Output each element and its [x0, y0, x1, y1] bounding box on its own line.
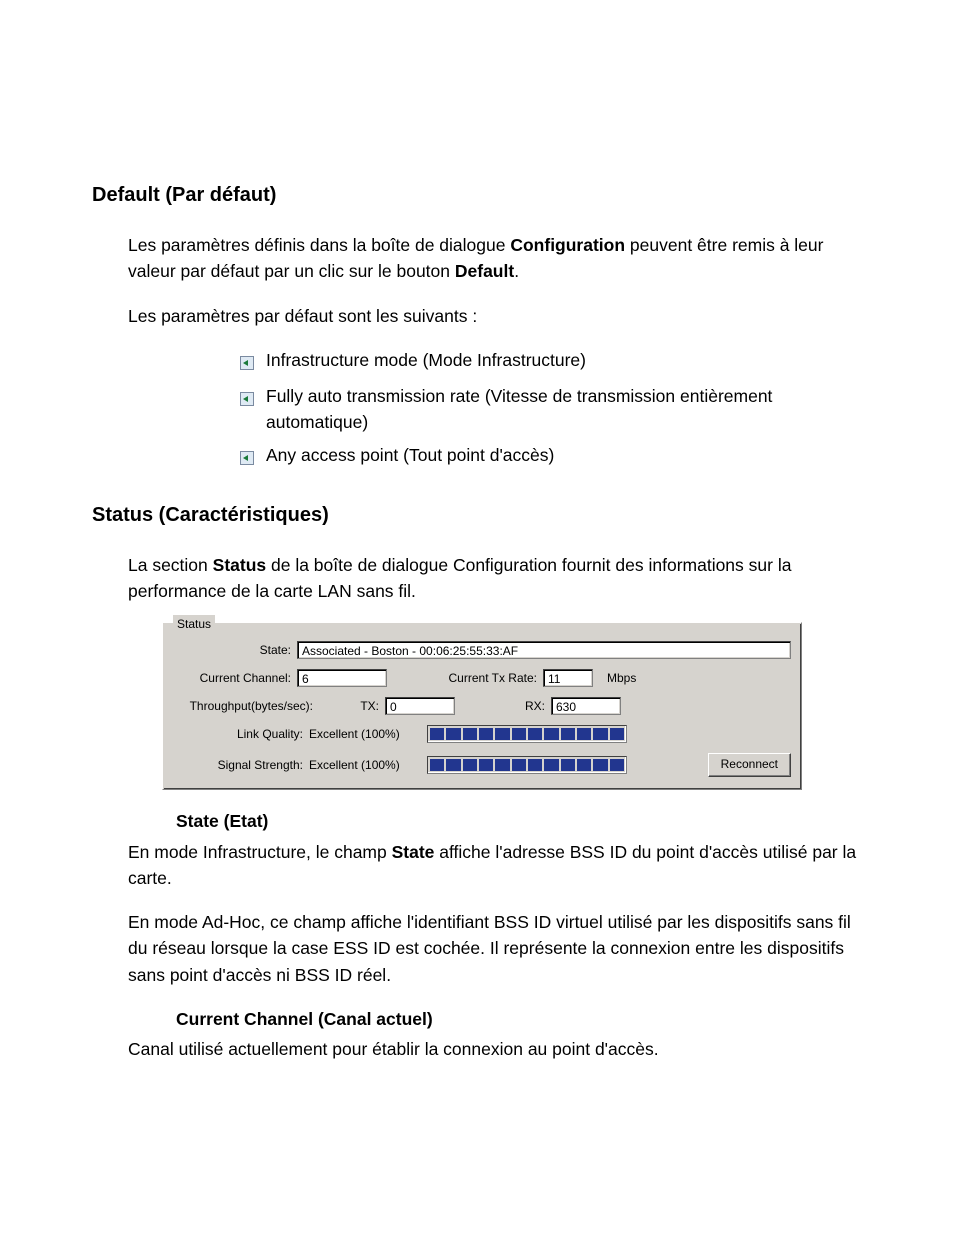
status-panel-wrap: Status State: Associated - Boston - 00:0… — [162, 622, 862, 790]
bar-segment — [528, 728, 542, 740]
label-current-channel: Current Channel: — [173, 669, 297, 687]
state-paragraph-2: En mode Ad-Hoc, ce champ affiche l'ident… — [128, 909, 862, 988]
bar-segment — [479, 759, 493, 771]
bar-link-quality — [427, 725, 627, 743]
bar-segment — [512, 759, 526, 771]
bar-segment — [479, 728, 493, 740]
bullet-icon — [240, 446, 254, 472]
bar-segment — [446, 759, 460, 771]
default-paragraph-1: Les paramètres définis dans la boîte de … — [128, 232, 862, 285]
status-paragraph-1: La section Status de la boîte de dialogu… — [128, 552, 862, 605]
bar-segment — [593, 759, 607, 771]
bold-state: State — [392, 842, 435, 862]
bold-default: Default — [455, 261, 514, 281]
bar-segment — [430, 759, 444, 771]
bar-segment — [593, 728, 607, 740]
value-state: Associated - Boston - 00:06:25:55:33:AF — [297, 641, 791, 659]
bar-segment — [528, 759, 542, 771]
bar-segment — [430, 728, 444, 740]
text: La section — [128, 555, 213, 575]
list-item: Infrastructure mode (Mode Infrastructure… — [240, 347, 862, 377]
value-link-quality: Excellent (100%) — [309, 725, 419, 743]
bar-signal-strength — [427, 756, 627, 774]
value-signal-strength: Excellent (100%) — [309, 756, 419, 774]
list-item: Fully auto transmission rate (Vitesse de… — [240, 383, 862, 436]
label-signal-strength: Signal Strength: — [173, 756, 309, 774]
text: . — [514, 261, 519, 281]
row-state: State: Associated - Boston - 00:06:25:55… — [173, 641, 791, 659]
label-state: State: — [173, 641, 297, 659]
label-current-tx-rate: Current Tx Rate: — [387, 669, 543, 687]
value-current-channel: 6 — [297, 669, 387, 687]
bar-segment — [610, 728, 624, 740]
label-tx: TX: — [319, 697, 385, 715]
status-panel-legend: Status — [173, 615, 215, 633]
bold-configuration: Configuration — [510, 235, 625, 255]
bar-segment — [512, 728, 526, 740]
bar-segment — [561, 759, 575, 771]
row-link-quality: Link Quality: Excellent (100%) — [173, 725, 791, 743]
bar-segment — [610, 759, 624, 771]
label-mbps: Mbps — [593, 669, 636, 687]
state-paragraph-1: En mode Infrastructure, le champ State a… — [128, 839, 862, 892]
bar-segment — [544, 759, 558, 771]
bullet-icon — [240, 387, 254, 413]
value-rx: 630 — [551, 697, 621, 715]
value-current-tx-rate: 11 — [543, 669, 593, 687]
bullet-text: Fully auto transmission rate (Vitesse de… — [266, 383, 862, 436]
bar-segment — [544, 728, 558, 740]
bar-segment — [463, 728, 477, 740]
bar-segment — [495, 728, 509, 740]
bar-segment — [463, 759, 477, 771]
section-default-heading: Default (Par défaut) — [92, 180, 862, 210]
section-status-heading: Status (Caractéristiques) — [92, 500, 862, 530]
default-paragraph-2: Les paramètres par défaut sont les suiva… — [128, 303, 862, 329]
bar-segment — [577, 759, 591, 771]
bullet-icon — [240, 351, 254, 377]
list-item: Any access point (Tout point d'accès) — [240, 442, 862, 472]
text: Les paramètres définis dans la boîte de … — [128, 235, 510, 255]
label-throughput: Throughput(bytes/sec): — [173, 697, 319, 715]
bold-status: Status — [213, 555, 266, 575]
bar-segment — [495, 759, 509, 771]
bar-segment — [561, 728, 575, 740]
label-link-quality: Link Quality: — [173, 725, 309, 743]
current-channel-paragraph: Canal utilisé actuellement pour établir … — [128, 1036, 862, 1062]
bullet-text: Infrastructure mode (Mode Infrastructure… — [266, 347, 862, 373]
label-rx: RX: — [455, 697, 551, 715]
reconnect-button[interactable]: Reconnect — [708, 753, 791, 777]
row-channel-txrate: Current Channel: 6 Current Tx Rate: 11 M… — [173, 669, 791, 687]
bar-segment — [577, 728, 591, 740]
value-tx: 0 — [385, 697, 455, 715]
status-panel: Status State: Associated - Boston - 00:0… — [162, 622, 802, 790]
bar-segment — [446, 728, 460, 740]
text: En mode Infrastructure, le champ — [128, 842, 392, 862]
row-signal-strength: Signal Strength: Excellent (100%) Reconn… — [173, 753, 791, 777]
row-throughput: Throughput(bytes/sec): TX: 0 RX: 630 — [173, 697, 791, 715]
subhead-state: State (Etat) — [176, 808, 862, 834]
subhead-current-channel: Current Channel (Canal actuel) — [176, 1006, 862, 1032]
bullet-text: Any access point (Tout point d'accès) — [266, 442, 862, 468]
default-bullet-list: Infrastructure mode (Mode Infrastructure… — [240, 347, 862, 472]
